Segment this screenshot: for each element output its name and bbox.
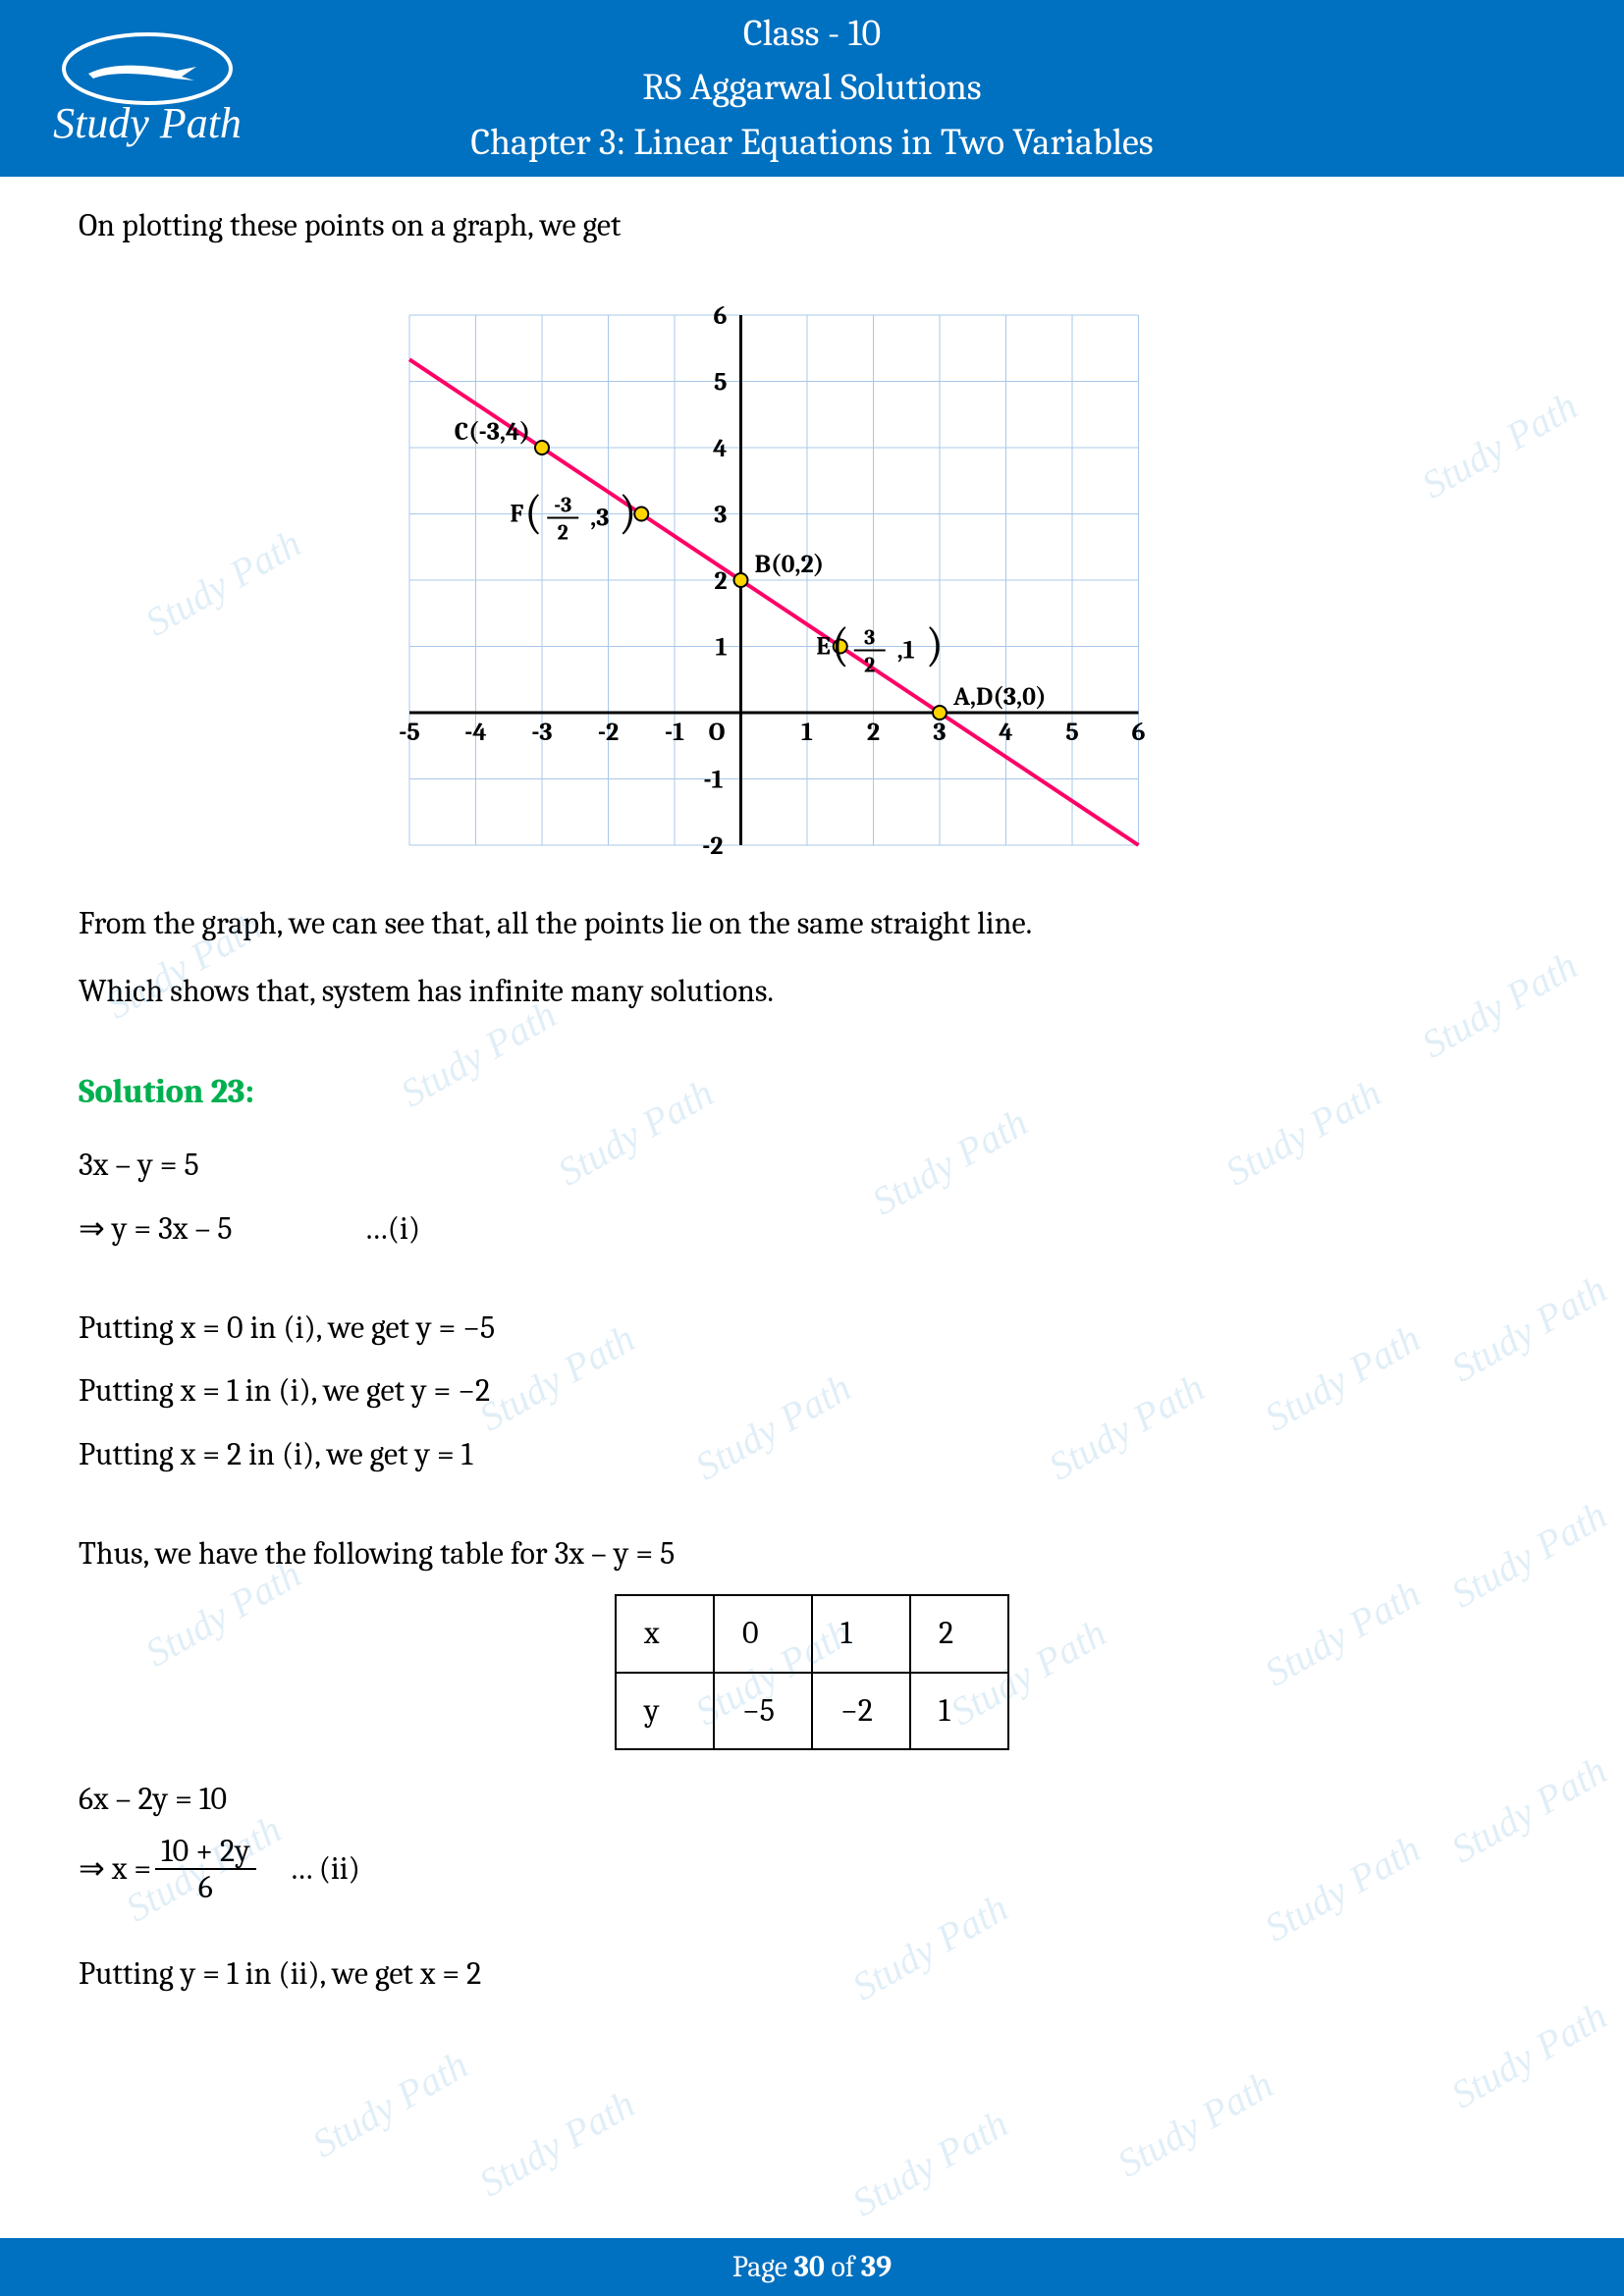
- class-line: Class - 10: [265, 8, 1359, 60]
- logo-text: Study Path: [53, 98, 242, 148]
- footer-pre: Page: [732, 2250, 794, 2284]
- svg-text:B(0,2): B(0,2): [755, 550, 825, 579]
- page-header: Study Path Class - 10 RS Aggarwal Soluti…: [0, 0, 1624, 177]
- svg-text:E: E: [816, 631, 831, 661]
- svg-text:,3: ,3: [590, 503, 609, 532]
- footer-total: 39: [861, 2250, 892, 2284]
- svg-text:A,D(3,0): A,D(3,0): [952, 682, 1047, 712]
- svg-text:(: (: [832, 617, 849, 671]
- svg-text:1: 1: [801, 718, 813, 747]
- eq2-tag: … (ii): [290, 1840, 360, 1899]
- eq2-fraction: 10 + 2y 6: [155, 1834, 255, 1904]
- page-content: On plotting these points on a graph, we …: [0, 177, 1624, 2003]
- put-line-2: Putting y = 1 in (ii), we get x = 2: [79, 1945, 1545, 2004]
- watermark-text: Study Path: [471, 2081, 643, 2207]
- watermark-text: Study Path: [1443, 1993, 1615, 2118]
- after-graph-1: From the graph, we can see that, all the…: [79, 894, 1545, 954]
- eq1-line1: 3x – y = 5: [79, 1136, 1545, 1196]
- svg-text:3: 3: [864, 624, 875, 650]
- eq2-frac-den: 6: [155, 1870, 255, 1904]
- svg-text:2: 2: [867, 718, 880, 747]
- study-path-logo-icon: [59, 29, 236, 108]
- table-cell: 1: [812, 1595, 910, 1673]
- svg-text:3: 3: [933, 718, 946, 747]
- substitution-line: Putting x = 0 in (i), we get y = −5: [79, 1299, 1545, 1359]
- svg-text:2: 2: [864, 652, 875, 677]
- graph-chart: -5-4-3-2-1123456-2-1123456OC(-3,4)F(-32,…: [370, 276, 1254, 884]
- eq1-tag: …(i): [364, 1210, 420, 1247]
- svg-text:-2: -2: [598, 718, 619, 747]
- eq2-line2: ⇒ x = 10 + 2y 6 … (ii): [79, 1834, 1545, 1904]
- watermark-text: Study Path: [844, 2101, 1016, 2226]
- table-cell: 0: [714, 1595, 812, 1673]
- logo: Study Path: [29, 29, 265, 148]
- substitution-line: Putting x = 2 in (i), we get y = 1: [79, 1425, 1545, 1485]
- svg-text:O: O: [709, 718, 726, 747]
- eq2-pre: ⇒ x =: [79, 1840, 151, 1899]
- table-intro: Thus, we have the following table for 3x…: [79, 1524, 1545, 1584]
- page-footer: Page 30 of 39: [0, 2238, 1624, 2296]
- svg-text:3: 3: [714, 500, 727, 529]
- svg-text:-5: -5: [399, 718, 420, 747]
- svg-text:): ): [926, 617, 944, 671]
- substitution-lines-1: Putting x = 0 in (i), we get y = −5Putti…: [79, 1299, 1545, 1485]
- table-cell: y: [616, 1673, 714, 1750]
- svg-text:6: 6: [1132, 718, 1146, 747]
- table-cell: x: [616, 1595, 714, 1673]
- book-line: RS Aggarwal Solutions: [265, 62, 1359, 114]
- after-graph-2: Which shows that, system has infinite ma…: [79, 962, 1545, 1022]
- table-cell: 2: [910, 1595, 1008, 1673]
- chapter-line: Chapter 3: Linear Equations in Two Varia…: [265, 117, 1359, 169]
- table-cell: 1: [910, 1673, 1008, 1750]
- eq1-line2: ⇒ y = 3x – 5 …(i): [79, 1200, 1545, 1259]
- svg-text:-1: -1: [665, 718, 684, 747]
- table-cell: −5: [714, 1673, 812, 1750]
- eq2-frac-num: 10 + 2y: [155, 1834, 255, 1870]
- header-titles: Class - 10 RS Aggarwal Solutions Chapter…: [265, 6, 1359, 171]
- graph-container: -5-4-3-2-1123456-2-1123456OC(-3,4)F(-32,…: [79, 276, 1545, 884]
- svg-text:): ): [619, 485, 636, 539]
- svg-text:4: 4: [999, 718, 1012, 747]
- svg-text:-3: -3: [554, 492, 571, 517]
- svg-text:-4: -4: [464, 718, 486, 747]
- solution-heading: Solution 23:: [79, 1060, 1545, 1124]
- svg-text:C(-3,4): C(-3,4): [455, 417, 530, 447]
- svg-text:2: 2: [558, 519, 568, 545]
- svg-text:6: 6: [714, 301, 728, 331]
- svg-text:-3: -3: [531, 718, 552, 747]
- eq2-line1: 6x – 2y = 10: [79, 1770, 1545, 1830]
- svg-text:-1: -1: [704, 765, 724, 794]
- watermark-text: Study Path: [1110, 2061, 1281, 2187]
- svg-text:5: 5: [1065, 718, 1079, 747]
- svg-text:(: (: [524, 485, 542, 539]
- eq1-expr: ⇒ y = 3x – 5: [79, 1210, 233, 1247]
- svg-text:,1: ,1: [897, 635, 915, 665]
- footer-current: 30: [794, 2250, 825, 2284]
- footer-mid: of: [825, 2250, 861, 2284]
- svg-text:1: 1: [716, 632, 728, 662]
- table-cell: −2: [812, 1673, 910, 1750]
- substitution-line: Putting x = 1 in (i), we get y = −2: [79, 1362, 1545, 1421]
- svg-text:4: 4: [713, 434, 727, 463]
- svg-text:5: 5: [714, 367, 728, 397]
- svg-text:-2: -2: [702, 831, 723, 861]
- watermark-text: Study Path: [304, 2042, 476, 2167]
- svg-text:F: F: [510, 499, 523, 528]
- intro-text: On plotting these points on a graph, we …: [79, 196, 1545, 256]
- data-table-1: x012y−5−21: [615, 1594, 1009, 1751]
